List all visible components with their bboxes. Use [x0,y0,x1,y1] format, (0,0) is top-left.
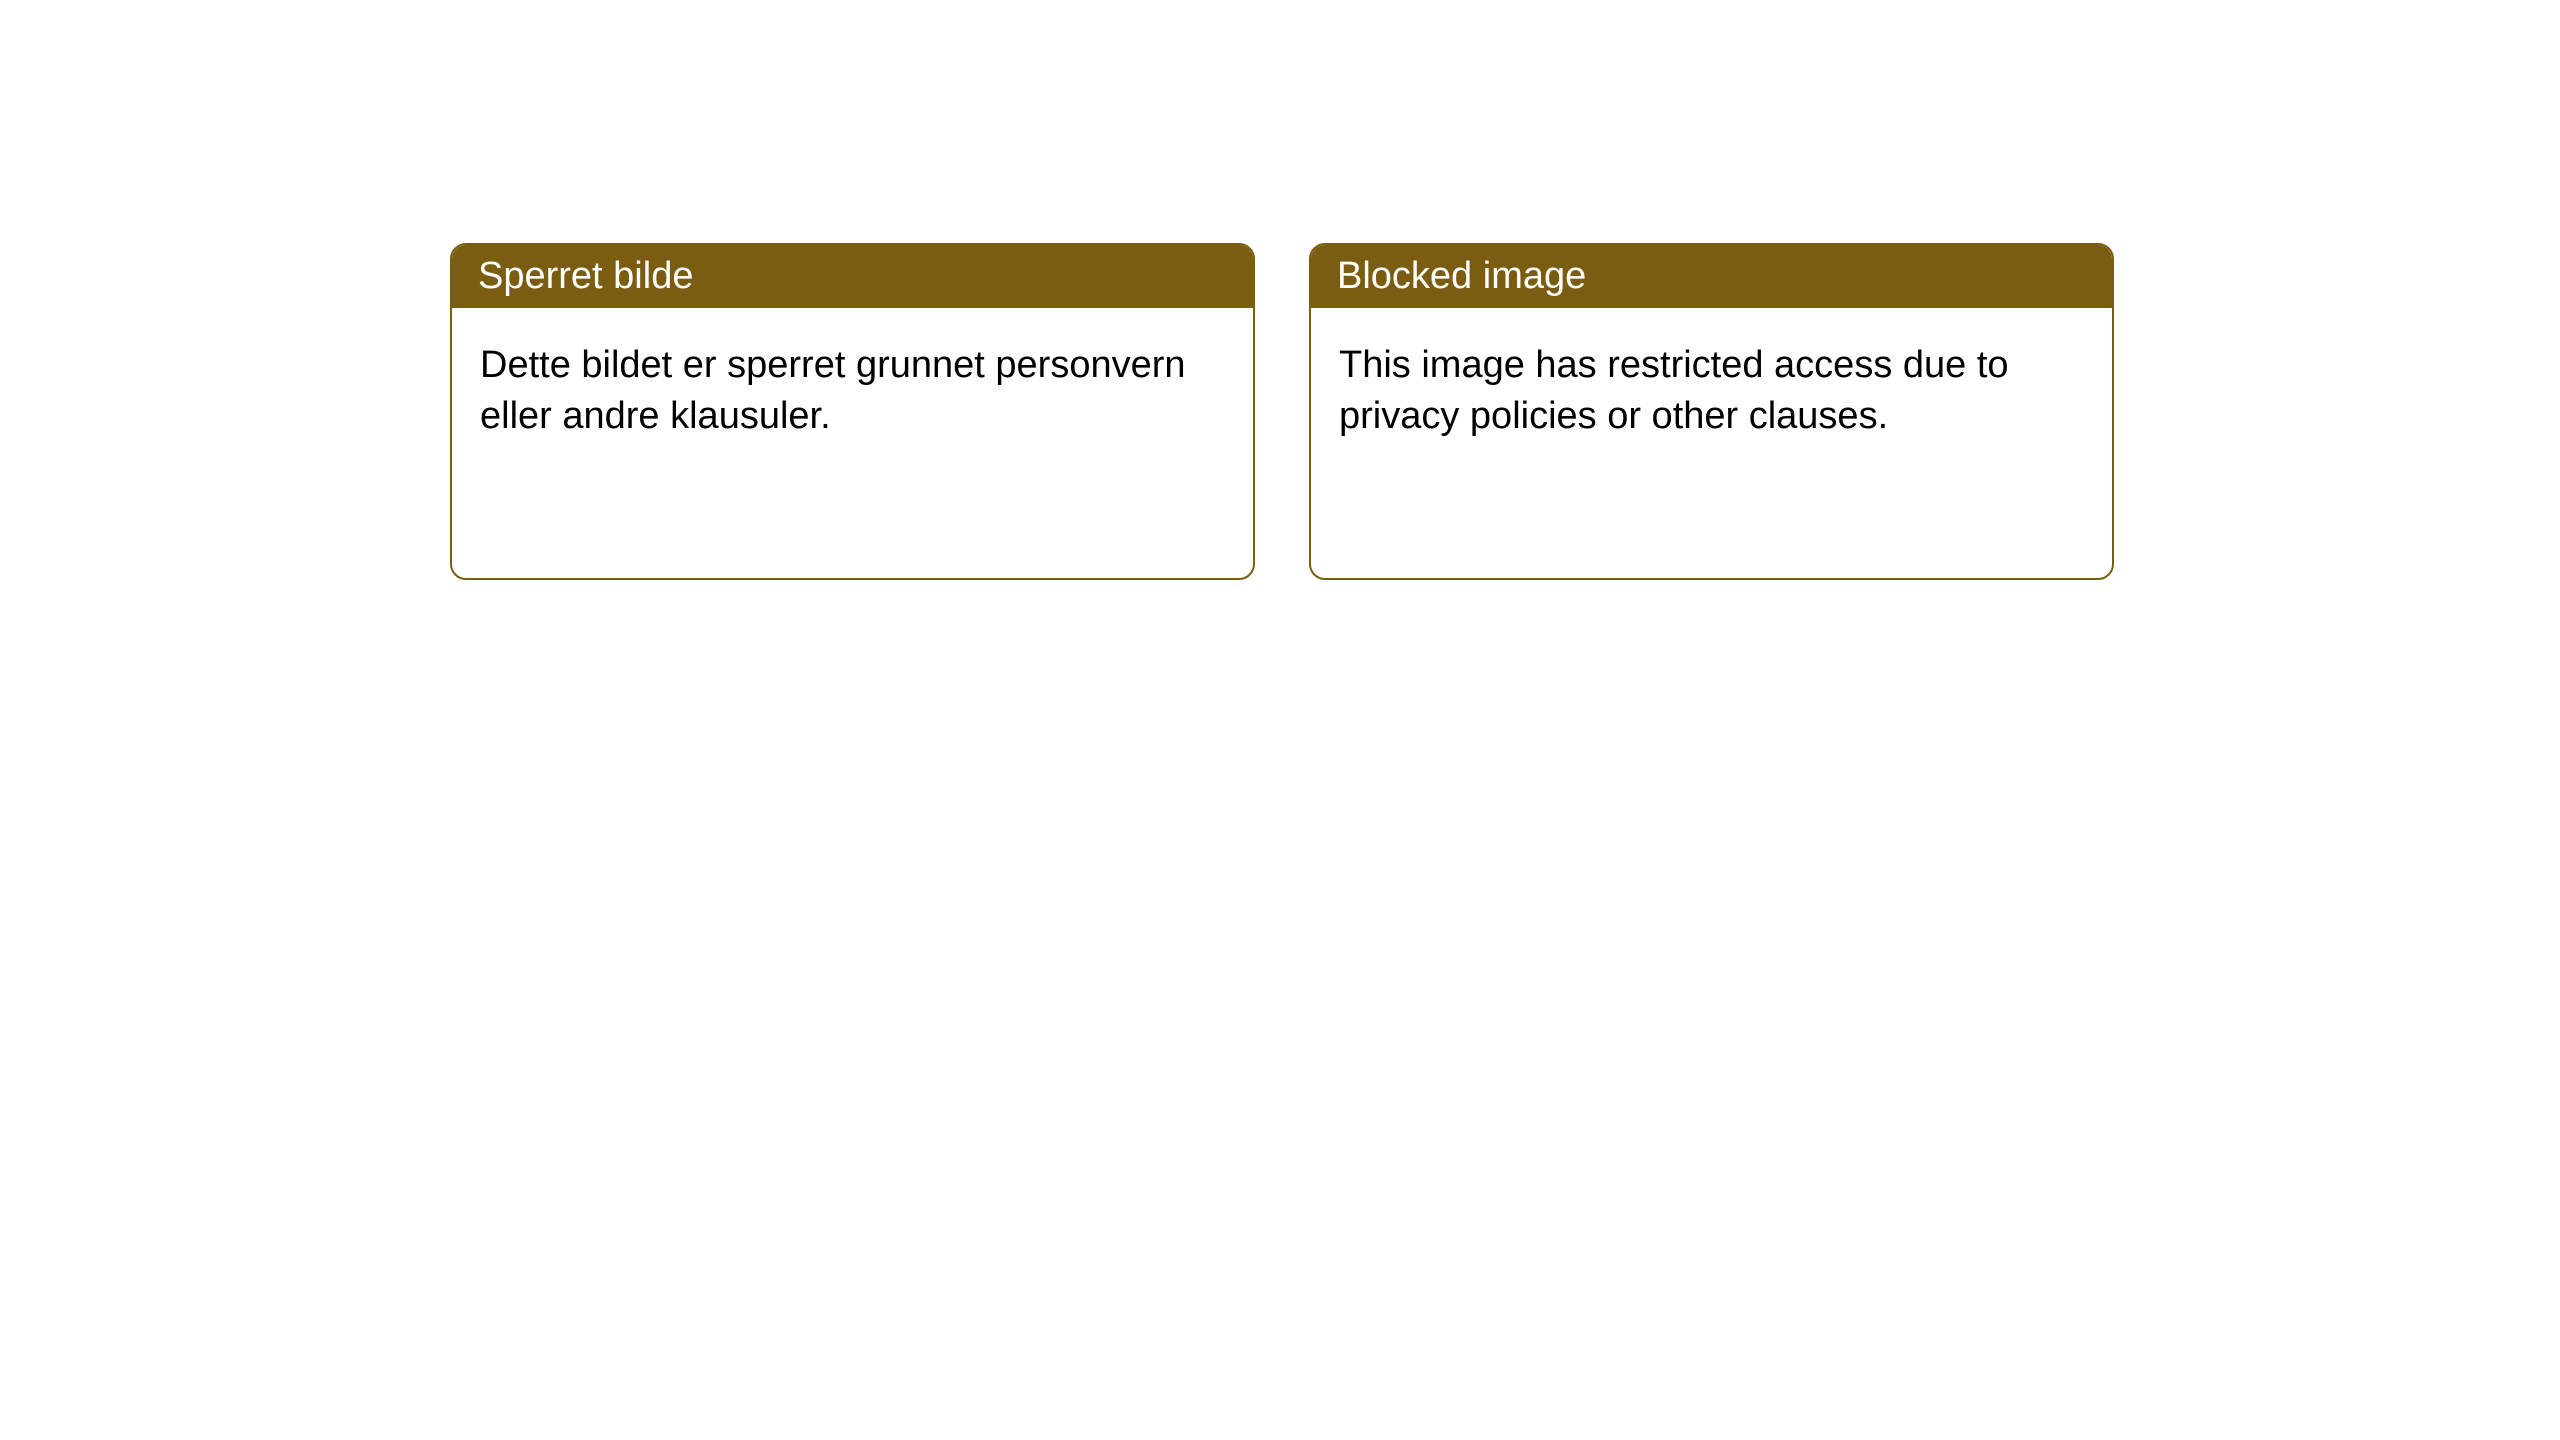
notice-card-text: This image has restricted access due to … [1339,344,2009,437]
notice-card-header: Blocked image [1311,245,2112,308]
notice-card-english: Blocked image This image has restricted … [1309,243,2114,580]
notice-card-body: This image has restricted access due to … [1311,308,2112,578]
notice-container: Sperret bilde Dette bildet er sperret gr… [0,0,2560,580]
notice-card-title: Sperret bilde [478,255,693,297]
notice-card-norwegian: Sperret bilde Dette bildet er sperret gr… [450,243,1255,580]
notice-card-header: Sperret bilde [452,245,1253,308]
notice-card-text: Dette bildet er sperret grunnet personve… [480,344,1186,437]
notice-card-body: Dette bildet er sperret grunnet personve… [452,308,1253,578]
notice-card-title: Blocked image [1337,255,1586,297]
